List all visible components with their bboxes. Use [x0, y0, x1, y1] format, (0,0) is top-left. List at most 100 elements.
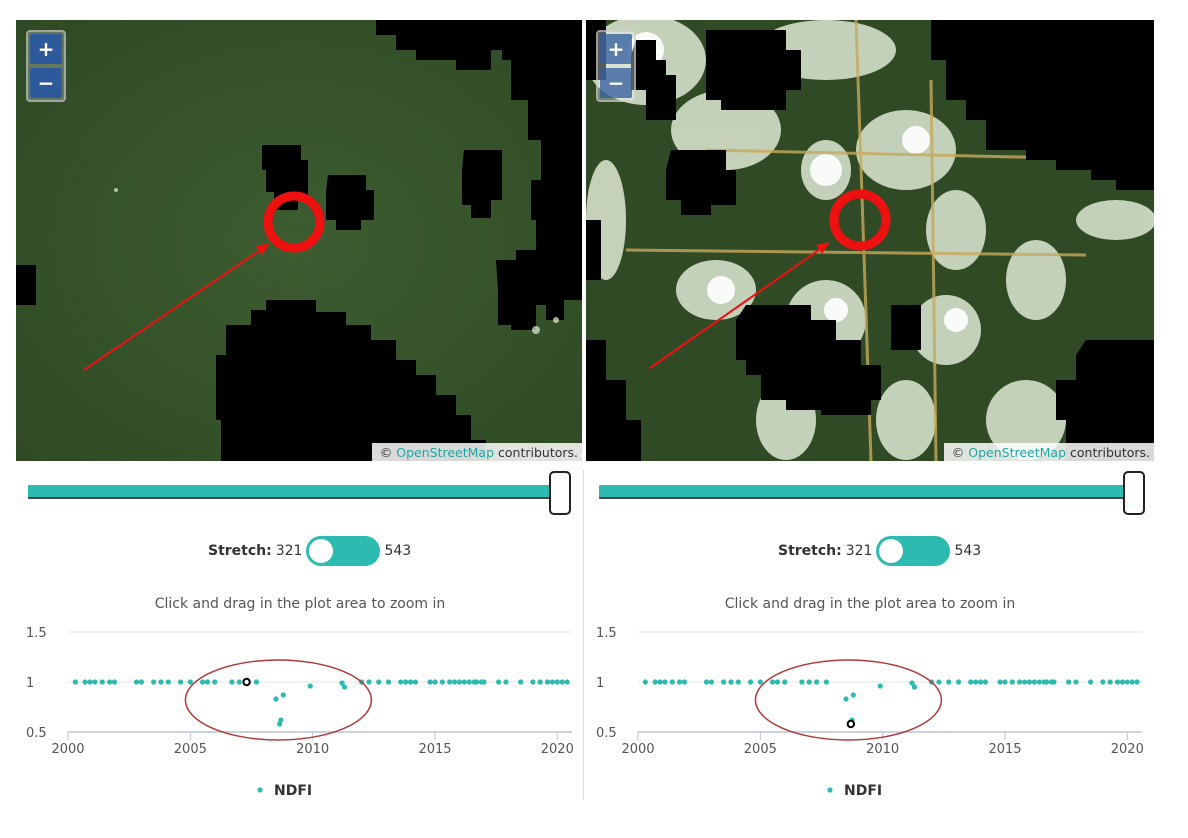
- data-point[interactable]: [87, 679, 93, 685]
- stretch-toggle[interactable]: [306, 536, 381, 566]
- data-point[interactable]: [158, 679, 164, 685]
- legend-label[interactable]: NDFI: [274, 783, 312, 799]
- data-point[interactable]: [341, 684, 348, 690]
- data-point[interactable]: [549, 679, 556, 685]
- data-point[interactable]: [977, 679, 984, 685]
- data-point[interactable]: [138, 679, 144, 685]
- map-view-left[interactable]: + − © OpenStreetMap contributors.: [16, 20, 582, 461]
- data-point[interactable]: [280, 692, 286, 698]
- data-point[interactable]: [530, 679, 536, 685]
- data-point[interactable]: [151, 679, 157, 685]
- data-point[interactable]: [229, 679, 235, 685]
- data-point[interactable]: [398, 679, 404, 685]
- data-point[interactable]: [1002, 679, 1008, 685]
- data-point[interactable]: [1021, 679, 1028, 685]
- data-point[interactable]: [407, 679, 414, 685]
- data-point[interactable]: [106, 679, 113, 685]
- data-point[interactable]: [850, 692, 856, 698]
- data-point[interactable]: [1051, 679, 1057, 685]
- data-point[interactable]: [278, 717, 284, 723]
- data-point[interactable]: [204, 679, 211, 685]
- data-point[interactable]: [642, 679, 648, 685]
- data-point[interactable]: [703, 679, 710, 685]
- data-point[interactable]: [1100, 679, 1106, 685]
- data-point[interactable]: [936, 679, 942, 685]
- data-point[interactable]: [253, 679, 259, 685]
- zoom-in-button[interactable]: +: [600, 34, 632, 64]
- data-point[interactable]: [99, 679, 105, 685]
- slider-track[interactable]: [28, 485, 563, 499]
- data-point[interactable]: [877, 683, 883, 689]
- data-point[interactable]: [385, 679, 392, 685]
- data-point[interactable]: [676, 679, 683, 685]
- time-slider[interactable]: [599, 471, 1145, 521]
- legend-marker[interactable]: [257, 787, 263, 793]
- data-point[interactable]: [1088, 679, 1094, 685]
- time-slider[interactable]: [28, 471, 571, 521]
- data-point[interactable]: [1134, 679, 1140, 685]
- ndfi-plot-left[interactable]: Click and drag in the plot area to zoom …: [16, 590, 582, 805]
- zoom-in-button[interactable]: +: [30, 34, 62, 64]
- data-point[interactable]: [412, 679, 419, 685]
- slider-handle[interactable]: [1123, 471, 1145, 515]
- data-point[interactable]: [911, 684, 918, 690]
- data-point[interactable]: [212, 679, 218, 685]
- data-point[interactable]: [461, 679, 467, 685]
- stretch-toggle[interactable]: [876, 536, 951, 566]
- data-point[interactable]: [427, 679, 433, 685]
- data-point[interactable]: [403, 679, 409, 685]
- data-point[interactable]: [376, 679, 382, 685]
- data-point[interactable]: [559, 679, 565, 685]
- data-point[interactable]: [1073, 679, 1079, 685]
- data-point[interactable]: [721, 679, 727, 685]
- data-point[interactable]: [955, 679, 962, 685]
- ndfi-chart-left[interactable]: Click and drag in the plot area to zoom …: [16, 590, 582, 805]
- legend-marker[interactable]: [827, 787, 833, 793]
- ndfi-plot-right[interactable]: Click and drag in the plot area to zoom …: [586, 590, 1152, 805]
- data-point[interactable]: [1031, 679, 1037, 685]
- data-point[interactable]: [133, 679, 140, 685]
- data-point[interactable]: [339, 680, 345, 686]
- data-point[interactable]: [473, 679, 480, 685]
- data-point[interactable]: [447, 679, 453, 685]
- data-point[interactable]: [1129, 679, 1135, 685]
- data-point[interactable]: [1017, 679, 1023, 685]
- data-point[interactable]: [774, 679, 781, 685]
- zoom-out-button[interactable]: −: [30, 68, 62, 98]
- slider-track[interactable]: [599, 485, 1137, 499]
- data-point[interactable]: [307, 683, 313, 689]
- toggle-knob[interactable]: [309, 539, 334, 563]
- data-point[interactable]: [177, 679, 184, 685]
- data-point[interactable]: [997, 679, 1003, 685]
- data-point[interactable]: [757, 679, 763, 685]
- data-point[interactable]: [973, 679, 979, 685]
- data-point[interactable]: [814, 679, 820, 685]
- data-point[interactable]: [236, 679, 242, 685]
- data-point[interactable]: [669, 679, 675, 685]
- data-point[interactable]: [681, 679, 688, 685]
- data-point[interactable]: [92, 679, 98, 685]
- data-point[interactable]: [187, 679, 193, 685]
- ndfi-chart-right[interactable]: Click and drag in the plot area to zoom …: [586, 590, 1152, 805]
- data-point[interactable]: [946, 679, 952, 685]
- data-point[interactable]: [451, 679, 458, 685]
- data-point[interactable]: [909, 680, 915, 686]
- data-point[interactable]: [72, 679, 78, 685]
- map-view-right[interactable]: + − © OpenStreetMap contributors.: [586, 20, 1154, 461]
- data-point[interactable]: [537, 679, 543, 685]
- data-point[interactable]: [111, 679, 118, 685]
- data-point[interactable]: [518, 679, 524, 685]
- data-point[interactable]: [657, 679, 663, 685]
- openstreetmap-link[interactable]: OpenStreetMap: [968, 445, 1067, 460]
- data-point[interactable]: [1124, 679, 1130, 685]
- openstreetmap-link[interactable]: OpenStreetMap: [396, 445, 495, 460]
- selected-point[interactable]: [846, 719, 856, 729]
- data-point[interactable]: [662, 679, 668, 685]
- data-point[interactable]: [564, 679, 570, 685]
- data-point[interactable]: [544, 679, 551, 685]
- data-point[interactable]: [747, 679, 754, 685]
- data-point[interactable]: [456, 679, 463, 685]
- data-point[interactable]: [1119, 679, 1126, 685]
- data-point[interactable]: [843, 696, 849, 702]
- data-point[interactable]: [652, 679, 658, 685]
